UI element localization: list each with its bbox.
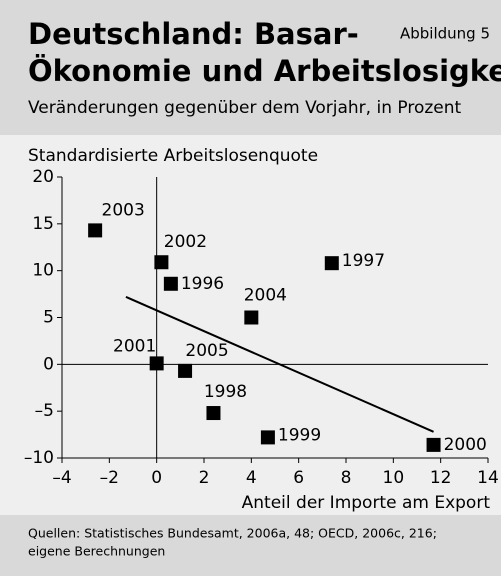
point (178, 363, 193, 378)
point-label: 2001 (113, 336, 156, 356)
x-tick-label: 10 (383, 468, 405, 488)
point-label: 1997 (342, 251, 385, 271)
footer-band (0, 515, 501, 576)
source: eigene Berechnungen (28, 544, 165, 559)
point-label: 1996 (181, 274, 224, 294)
x-axis-label: Anteil der Importe am Export (242, 493, 491, 513)
x-tick-label: 14 (477, 468, 499, 488)
x-tick-label: 4 (246, 468, 257, 488)
x-tick-label: –2 (100, 468, 119, 488)
point-label: 1999 (278, 425, 321, 445)
y-axis-label: Standardisierte Arbeitslosenquote (28, 146, 318, 166)
point-label: 2002 (164, 232, 207, 252)
subtitle: Veränderungen gegenüber dem Vorjahr, in … (28, 98, 462, 118)
chart-title: Deutschland: Basar- (28, 17, 359, 51)
y-tick-label: –10 (24, 448, 54, 468)
source: Quellen: Statistisches Bundesamt, 2006a,… (28, 526, 437, 541)
point-label: 2003 (102, 200, 145, 220)
y-tick-label: 20 (32, 167, 54, 187)
point (154, 255, 169, 270)
plot-band (0, 135, 501, 515)
point-label: 2004 (244, 286, 287, 306)
chart-title: Ökonomie und Arbeitslosigkeit (28, 54, 501, 88)
point (426, 437, 441, 452)
point (260, 430, 275, 445)
point (324, 256, 339, 271)
point (244, 310, 259, 325)
point (88, 223, 103, 238)
point (149, 356, 164, 371)
point (206, 406, 221, 421)
x-tick-label: 2 (199, 468, 210, 488)
point-label: 2000 (444, 435, 487, 455)
y-tick-label: 10 (32, 261, 54, 281)
x-tick-label: 12 (430, 468, 452, 488)
point-label: 1998 (204, 382, 247, 402)
y-tick-label: 5 (43, 308, 54, 328)
header-band (0, 0, 501, 135)
y-tick-label: 0 (43, 354, 54, 374)
point-label: 2005 (185, 341, 228, 361)
x-tick-label: 6 (293, 468, 304, 488)
trend-line (125, 295, 434, 433)
point (163, 276, 178, 291)
x-tick-label: 0 (151, 468, 162, 488)
figure-label: Abbildung 5 (400, 25, 490, 43)
x-tick-label: 8 (341, 468, 352, 488)
y-tick-label: 15 (32, 214, 54, 234)
y-tick-label: –5 (35, 401, 54, 421)
x-tick-label: –4 (52, 468, 71, 488)
